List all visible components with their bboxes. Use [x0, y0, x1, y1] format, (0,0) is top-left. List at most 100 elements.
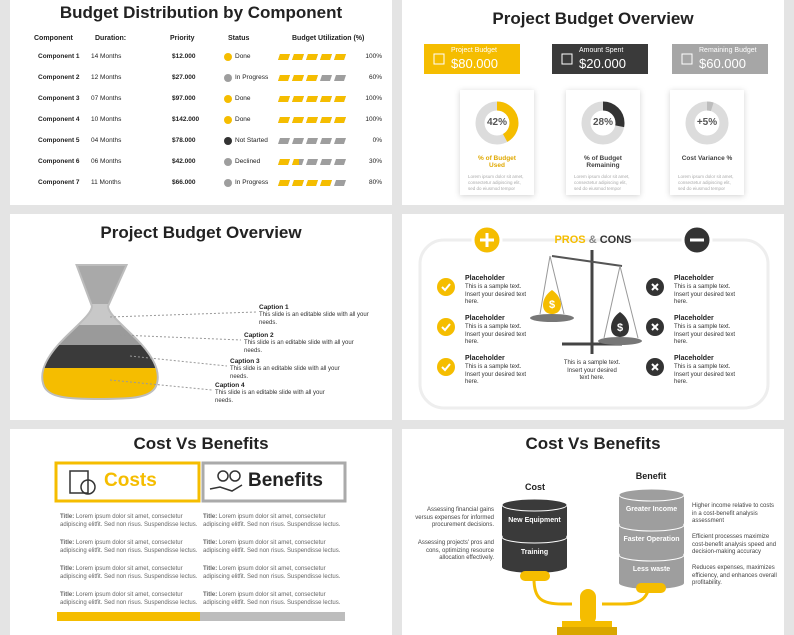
bar-left: [57, 612, 200, 621]
cons-word: CONS: [599, 234, 632, 246]
component: Component 6: [38, 158, 80, 165]
decoration: [580, 589, 596, 625]
stat-value: $20.000: [579, 56, 626, 71]
item-title: Title:: [203, 592, 218, 598]
card-label: Cost Variance %: [681, 155, 733, 162]
cost-label: Cost: [525, 482, 545, 492]
pros-icon: [437, 318, 455, 336]
utilization-block: [306, 54, 318, 60]
component: Component 1: [38, 53, 80, 60]
caption-title: Caption 2: [244, 332, 274, 339]
utilization-block: [292, 96, 304, 102]
utilization-label: 0%: [372, 137, 382, 144]
item: Title: Lorem ipsum dolor sit amet, conse…: [203, 592, 345, 607]
slide-5: Cost Vs Benefits Costs Benefits Title: L…: [10, 429, 392, 635]
pros-icon: [437, 358, 455, 376]
stat-label: Remaining Budget: [699, 47, 757, 54]
status-dot: [224, 95, 232, 103]
item: Title: Lorem ipsum dolor sit amet, conse…: [60, 592, 202, 607]
decoration: [109, 379, 213, 391]
stat-value: $80.000: [451, 56, 498, 71]
column-header: Priority: [170, 35, 195, 42]
status-dot: [224, 137, 232, 145]
bar-right: [200, 612, 345, 621]
utilization-block: [292, 54, 304, 60]
slide-3: Project Budget Overview Caption 1 This sl…: [10, 214, 392, 420]
utilization-block: [320, 96, 332, 102]
item-title: Title:: [60, 514, 75, 520]
slide-3-graphics: [41, 264, 257, 401]
plus-sign: [480, 233, 494, 247]
utilization-label: 100%: [365, 53, 382, 60]
benefit-note: Reduces expenses, maximizes efficiency, …: [692, 565, 777, 586]
decoration: [557, 627, 617, 635]
caption-title: Caption 3: [230, 358, 260, 365]
decoration: [80, 479, 96, 495]
cons-title: Placeholder: [674, 315, 714, 322]
seesaw: [532, 568, 653, 635]
priority: $12.000: [172, 53, 196, 60]
item-text: Lorem ipsum dolor sit amet, consectetur …: [203, 566, 341, 580]
benefits-label: Benefits: [248, 470, 323, 491]
cylinder-base: [619, 517, 684, 529]
cons-title: Placeholder: [674, 355, 714, 362]
stat-label: Amount Spent: [579, 47, 624, 54]
item: Title: Lorem ipsum dolor sit amet, conse…: [60, 540, 202, 555]
item-text: Lorem ipsum dolor sit amet, consectetur …: [60, 540, 198, 554]
item-title: Title:: [60, 566, 75, 572]
cylinder-label: Less waste: [632, 566, 671, 573]
title: Budget Distribution by Component: [59, 3, 343, 22]
decoration: [532, 578, 572, 606]
utilization-block-bg: [306, 159, 318, 165]
donut-arc: [475, 101, 519, 145]
item: Title: Lorem ipsum dolor sit amet, conse…: [203, 566, 345, 581]
utilization-block: [278, 75, 290, 81]
utilization-block-bg: [334, 159, 346, 165]
cylinder-top: [618, 488, 685, 502]
pros-word: PROS: [554, 234, 586, 246]
component: Component 2: [38, 74, 80, 81]
utilization-block: [292, 159, 299, 165]
decoration: $: [549, 299, 555, 311]
status-dot: [224, 74, 232, 82]
decoration: [229, 470, 241, 482]
costs-icon: [69, 470, 96, 495]
status: Declined: [235, 158, 261, 165]
column-header: Duration:: [95, 35, 127, 42]
item-text: Lorem ipsum dolor sit amet, consectetur …: [203, 540, 341, 554]
benefits-box: [201, 461, 347, 503]
priority: $142.000: [172, 116, 200, 123]
scale: $ $: [530, 250, 642, 354]
pros-text: This is a sample text. Insert your desir…: [465, 364, 527, 385]
status: In Progress: [235, 74, 269, 81]
utilization-block: [292, 75, 304, 81]
status-dot: [224, 158, 232, 166]
utilization-block-bg: [320, 138, 332, 144]
cost-note: Assessing projects' pros and cons, optim…: [417, 540, 494, 561]
pros-title: Placeholder: [465, 355, 505, 362]
utilization-block: [334, 54, 346, 60]
benefit-note: Higher income relative to costs in a cos…: [692, 503, 775, 524]
utilization-block: [278, 54, 290, 60]
donut-label: +5%: [696, 117, 718, 128]
utilization-block-bg: [334, 180, 346, 186]
benefit-label: Benefit: [635, 471, 667, 481]
costs-box: [54, 461, 201, 503]
priority: $78.000: [172, 137, 196, 144]
stat-icon: [433, 53, 445, 65]
status: Done: [235, 95, 251, 102]
cylinder-base: [502, 561, 567, 573]
stat-box: [672, 44, 768, 74]
pros-glyph: [441, 283, 451, 292]
item: Title: Lorem ipsum dolor sit amet, conse…: [203, 540, 345, 555]
utilization-block-bg: [278, 138, 290, 144]
utilization-block: [320, 54, 332, 60]
pros-cons-title: PROS & CONS: [402, 234, 784, 246]
duration: 14 Months: [91, 53, 122, 60]
utilization-bar: [278, 54, 346, 60]
pros-text: This is a sample text. Insert your desir…: [465, 284, 527, 305]
priority: $27.000: [172, 74, 196, 81]
cylinder-base: [619, 547, 684, 559]
donut-arc: [685, 101, 729, 145]
